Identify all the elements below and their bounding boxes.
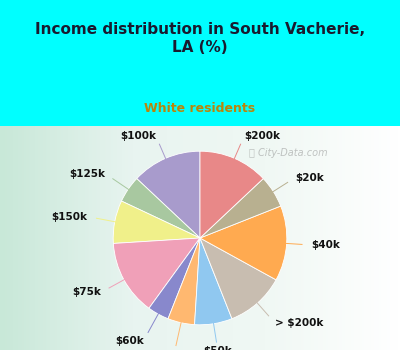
Wedge shape [113, 238, 200, 308]
Text: $60k: $60k [115, 336, 144, 346]
Wedge shape [200, 178, 281, 238]
Wedge shape [122, 178, 200, 238]
Wedge shape [200, 238, 276, 319]
Text: $125k: $125k [69, 169, 105, 178]
Text: ⓘ City-Data.com: ⓘ City-Data.com [249, 148, 327, 158]
Text: $20k: $20k [295, 173, 324, 183]
Text: $75k: $75k [72, 287, 101, 298]
Text: White residents: White residents [144, 102, 256, 115]
Text: Income distribution in South Vacherie,
LA (%): Income distribution in South Vacherie, L… [35, 21, 365, 55]
Wedge shape [168, 238, 200, 325]
Wedge shape [194, 238, 232, 325]
Wedge shape [149, 238, 200, 319]
Text: > $200k: > $200k [275, 318, 323, 328]
Wedge shape [200, 151, 263, 238]
Wedge shape [113, 201, 200, 244]
Text: $40k: $40k [311, 240, 340, 250]
Text: $200k: $200k [244, 131, 280, 141]
Wedge shape [137, 151, 200, 238]
Text: $150k: $150k [52, 211, 88, 222]
Wedge shape [200, 206, 287, 280]
Text: $50k: $50k [204, 346, 232, 350]
Text: $100k: $100k [120, 131, 156, 141]
